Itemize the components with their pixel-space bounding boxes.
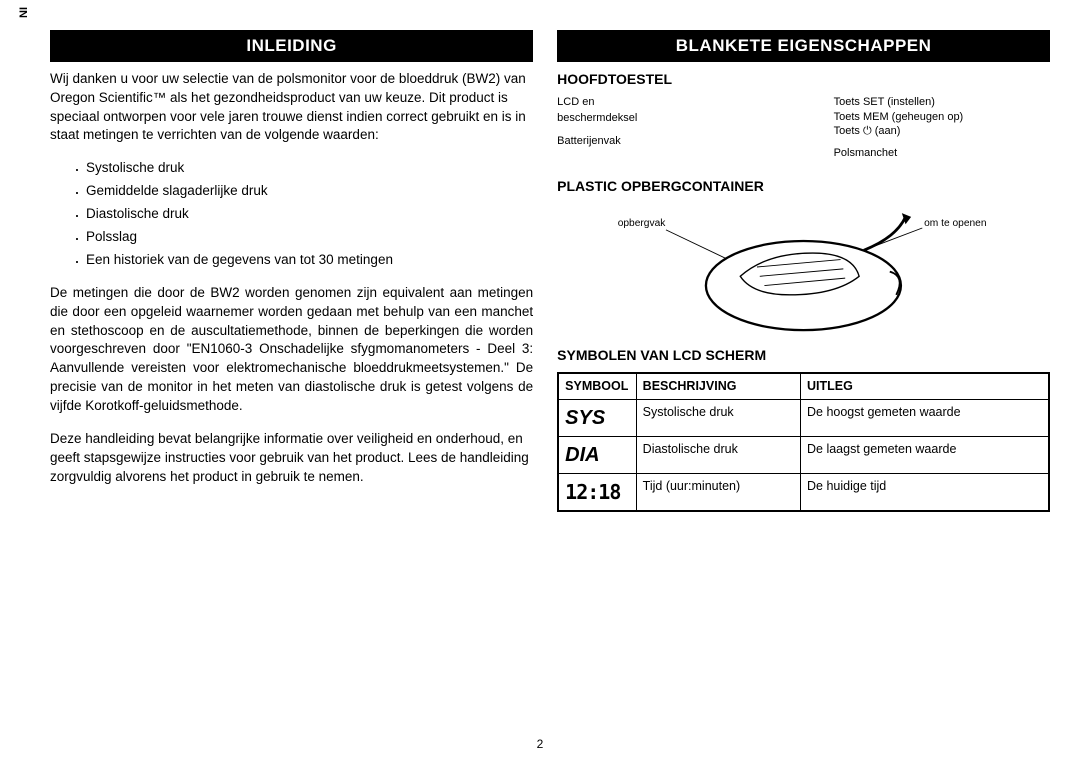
table-row: DIA Diastolische druk De laagst gemeten …	[558, 437, 1049, 474]
table-row: SYMBOOL BESCHRIJVING UITLEG	[558, 373, 1049, 400]
label-mem-key: Toets MEM (geheugen op)	[834, 110, 1050, 124]
expl-time: De huidige tijd	[801, 474, 1050, 512]
list-item: Gemiddelde slagaderlijke druk	[74, 182, 533, 201]
list-item: Diastolische druk	[74, 205, 533, 224]
left-paragraph-2: De metingen die door de BW2 worden genom…	[50, 284, 533, 416]
diagram-label-storage: opbergvak	[618, 218, 667, 229]
col-expl: UITLEG	[801, 373, 1050, 400]
subheader-main-unit: HOOFDTOESTEL	[557, 70, 1050, 90]
label-set-key: Toets SET (instellen)	[834, 95, 1050, 109]
page-columns: INLEIDING Wij danken u voor uw selectie …	[0, 0, 1080, 532]
list-item: Systolische druk	[74, 159, 533, 178]
left-header: INLEIDING	[50, 30, 533, 62]
expl-sys: De hoogst gemeten waarde	[801, 400, 1050, 437]
main-unit-labels: LCD en beschermdeksel Batterijenvak Toet…	[557, 95, 1050, 160]
page-number: 2	[537, 737, 544, 751]
list-item: Polsslag	[74, 228, 533, 247]
symbol-time: 12:18	[565, 480, 620, 504]
label-cover: beschermdeksel	[557, 111, 773, 126]
label-lcd: LCD en	[557, 95, 773, 110]
table-row: SYS Systolische druk De hoogst gemeten w…	[558, 400, 1049, 437]
left-bullets: Systolische druk Gemiddelde slagaderlijk…	[74, 159, 533, 269]
desc-dia: Diastolische druk	[636, 437, 800, 474]
label-power-key: Toets ⏻ (aan)	[834, 124, 1050, 138]
col-desc: BESCHRIJVING	[636, 373, 800, 400]
symbol-dia: DIA	[565, 444, 599, 466]
right-column: BLANKETE EIGENSCHAPPEN HOOFDTOESTEL LCD …	[557, 30, 1050, 512]
left-column: INLEIDING Wij danken u voor uw selectie …	[50, 30, 533, 512]
subheader-symbols: SYMBOLEN VAN LCD SCHERM	[557, 346, 1050, 366]
lcd-symbols-table: SYMBOOL BESCHRIJVING UITLEG SYS Systolis…	[557, 372, 1050, 513]
desc-sys: Systolische druk	[636, 400, 800, 437]
page-marker: NI	[18, 7, 30, 18]
diagram-label-open: om te openen	[924, 218, 987, 229]
label-battery: Batterijenvak	[557, 134, 773, 149]
container-diagram: opbergvak om te openen	[557, 202, 1050, 332]
left-paragraph-1: Wij danken u voor uw selectie van de pol…	[50, 70, 533, 146]
table-row: 12:18 Tijd (uur:minuten) De huidige tijd	[558, 474, 1049, 512]
left-paragraph-3: Deze handleiding bevat belangrijke infor…	[50, 430, 533, 487]
label-cuff: Polsmanchet	[834, 146, 1050, 160]
subheader-container: PLASTIC OPBERGCONTAINER	[557, 177, 1050, 197]
symbol-sys: SYS	[565, 407, 605, 429]
right-header: BLANKETE EIGENSCHAPPEN	[557, 30, 1050, 62]
container-section: PLASTIC OPBERGCONTAINER opbergvak om te …	[557, 177, 1050, 333]
expl-dia: De laagst gemeten waarde	[801, 437, 1050, 474]
desc-time: Tijd (uur:minuten)	[636, 474, 800, 512]
list-item: Een historiek van de gegevens van tot 30…	[74, 251, 533, 270]
col-symbol: SYMBOOL	[558, 373, 636, 400]
symbols-section: SYMBOLEN VAN LCD SCHERM SYMBOOL BESCHRIJ…	[557, 346, 1050, 512]
